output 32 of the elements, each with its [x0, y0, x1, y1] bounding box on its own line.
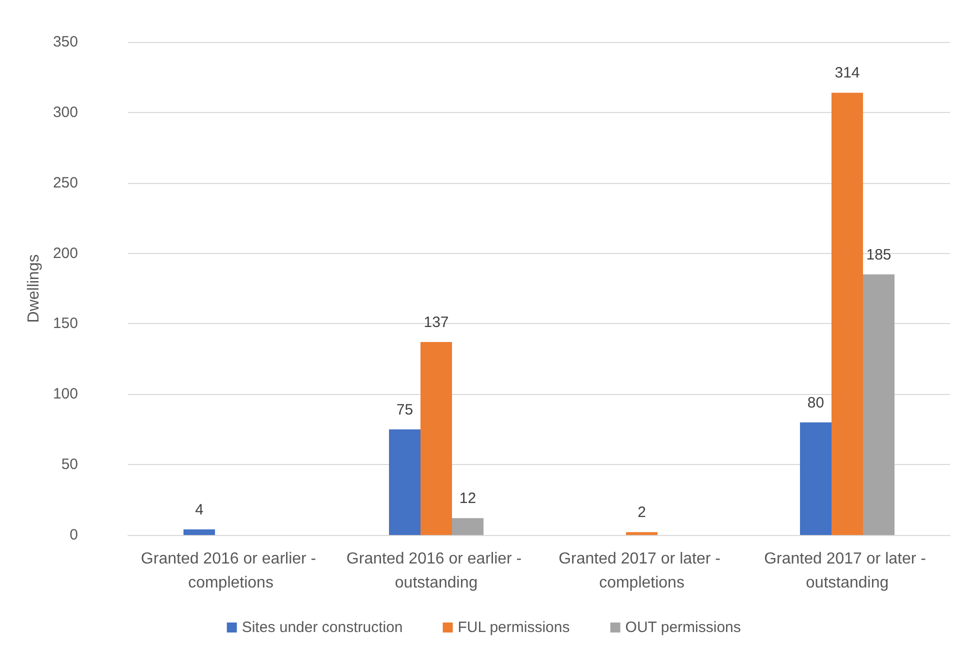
bar: [183, 529, 215, 535]
y-tick-label: 350: [52, 34, 78, 50]
data-label: 80: [807, 394, 824, 412]
y-tick-label: 150: [52, 315, 78, 332]
data-label: 314: [834, 64, 860, 82]
x-tick-label: Granted 2017 or later - outstanding: [764, 550, 930, 592]
y-tick-label: 0: [70, 526, 78, 544]
y-tick-label: 200: [52, 244, 78, 262]
data-label: 137: [424, 314, 449, 332]
legend-label: OUT permissions: [625, 619, 741, 636]
data-label: 185: [866, 246, 892, 264]
data-label: 2: [638, 504, 646, 522]
x-tick-label: Granted 2017 or later - completions: [558, 550, 725, 592]
y-tick-label: 250: [52, 174, 78, 192]
y-axis-title: Dwellings: [26, 254, 43, 323]
bar: [626, 532, 658, 535]
legend-label: FUL permissions: [458, 619, 570, 636]
bar: [452, 518, 484, 535]
y-tick-label: 50: [61, 456, 78, 474]
y-tick-label: 300: [52, 104, 78, 121]
x-tick-label: Granted 2016 or earlier - outstanding: [346, 550, 526, 592]
bar: [388, 429, 420, 535]
bar: [800, 422, 832, 535]
data-label: 12: [459, 490, 476, 508]
bar: [420, 342, 452, 535]
legend-label: Sites under construction: [242, 619, 403, 636]
bar: [831, 92, 864, 535]
y-tick-label: 100: [52, 386, 78, 403]
data-label: 4: [195, 501, 204, 518]
bar: [863, 274, 895, 535]
x-tick-label: Granted 2016 or earlier - completions: [140, 550, 321, 592]
data-label: 75: [396, 401, 414, 418]
